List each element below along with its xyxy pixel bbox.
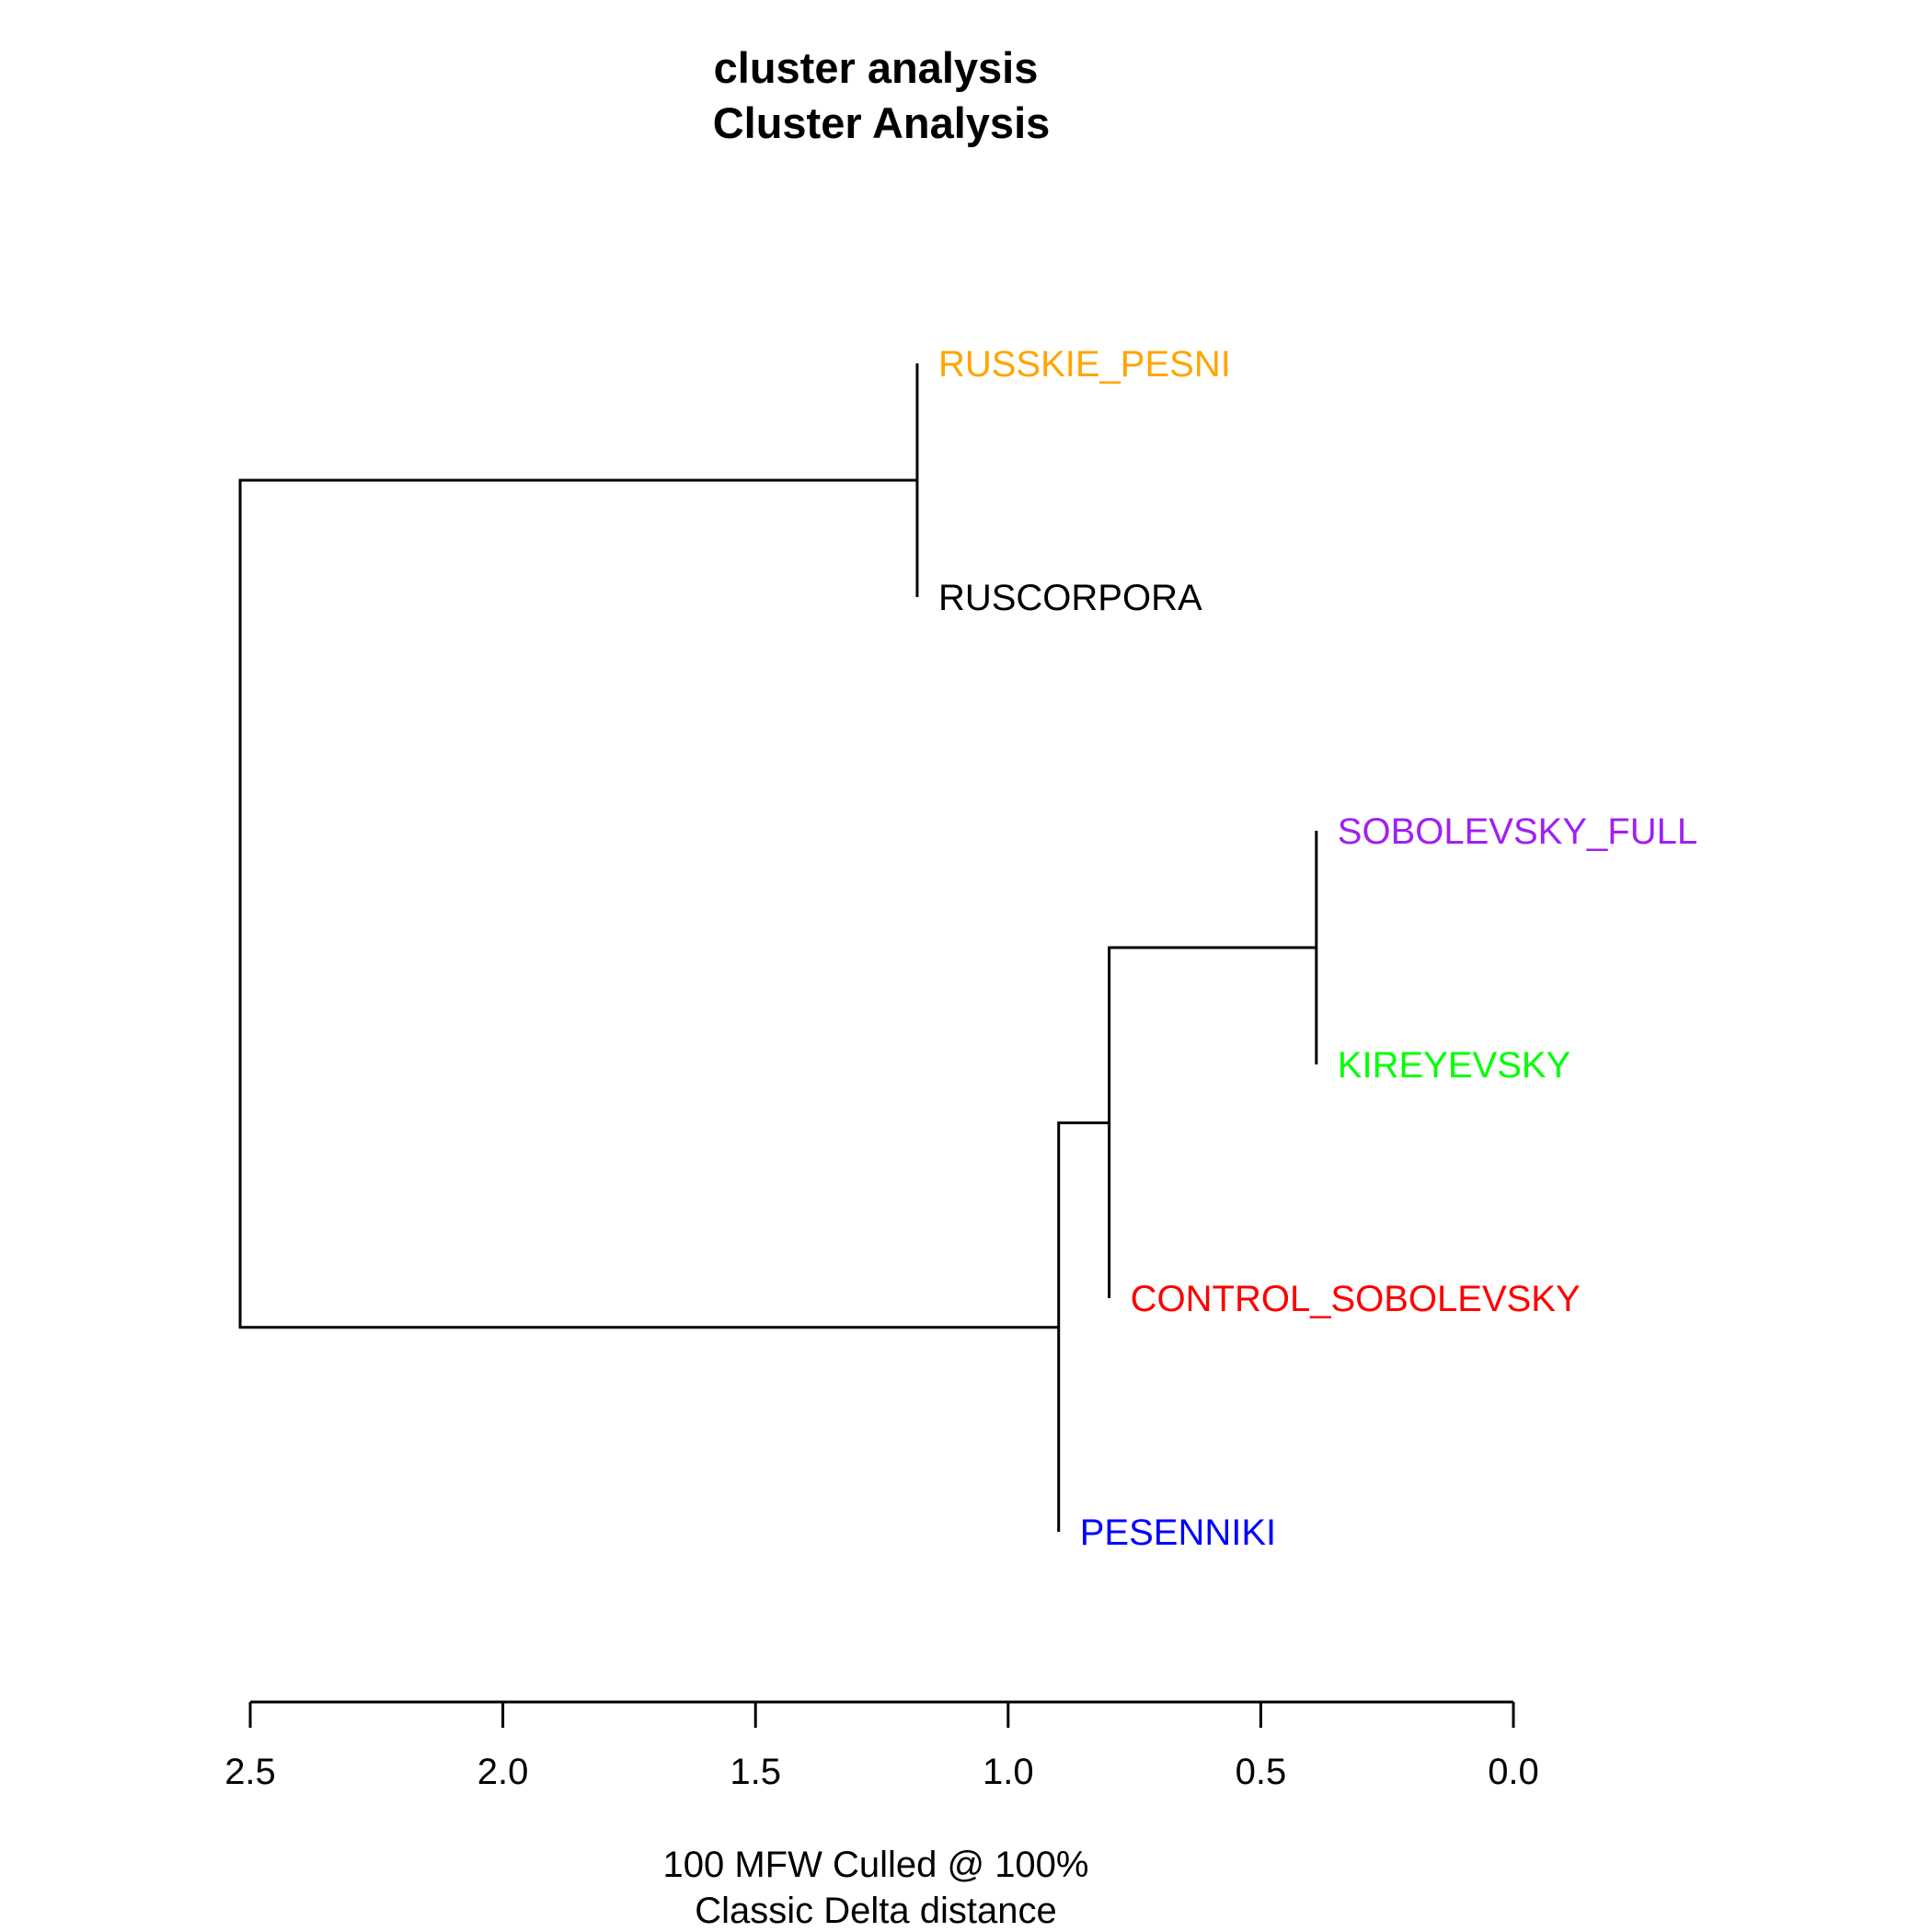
x-tick-label-0.0: 0.0 [1488, 1752, 1539, 1792]
x-tick-label-2.0: 2.0 [477, 1752, 529, 1792]
merge-branch-3 [1057, 1121, 1110, 1532]
axis-subtitle-line-1: 100 MFW Culled @ 100% [662, 1845, 1088, 1885]
leaf-label-control-sobolevsky: CONTROL_SOBOLEVSKY [1131, 1279, 1581, 1319]
chart-title-line-1: cluster analysis [714, 43, 1039, 92]
merge-branch-2 [1108, 946, 1317, 1298]
x-tick-label-1.5: 1.5 [730, 1752, 781, 1792]
chart-title-line-2: Cluster Analysis [713, 98, 1051, 147]
leaf-labels: RUSSKIE_PESNI RUSCORPORA SOBOLEVSKY_FULL KI… [938, 344, 1697, 1553]
x-axis: 2.5 2.0 1.5 1.0 0.5 0.0 [224, 1700, 1539, 1792]
leaf-label-russkie-pesni: RUSSKIE_PESNI [938, 344, 1231, 385]
leaf-label-pesenniki: PESENNIKI [1080, 1512, 1276, 1553]
leaf-label-kireyevsky: KIREYEVSKY [1338, 1045, 1570, 1086]
x-tick-label-1.0: 1.0 [983, 1752, 1034, 1792]
leaf-label-ruscorpora: RUSCORPORA [938, 578, 1202, 618]
dendrogram-branches [238, 363, 1318, 1532]
merge-branch-4 [238, 478, 1059, 1329]
axis-subtitle-line-2: Classic Delta distance [695, 1891, 1057, 1931]
leaf-label-sobolevsky-full: SOBOLEVSKY_FULL [1338, 811, 1697, 852]
x-tick-label-2.5: 2.5 [224, 1752, 276, 1792]
x-tick-label-0.5: 0.5 [1236, 1752, 1287, 1792]
